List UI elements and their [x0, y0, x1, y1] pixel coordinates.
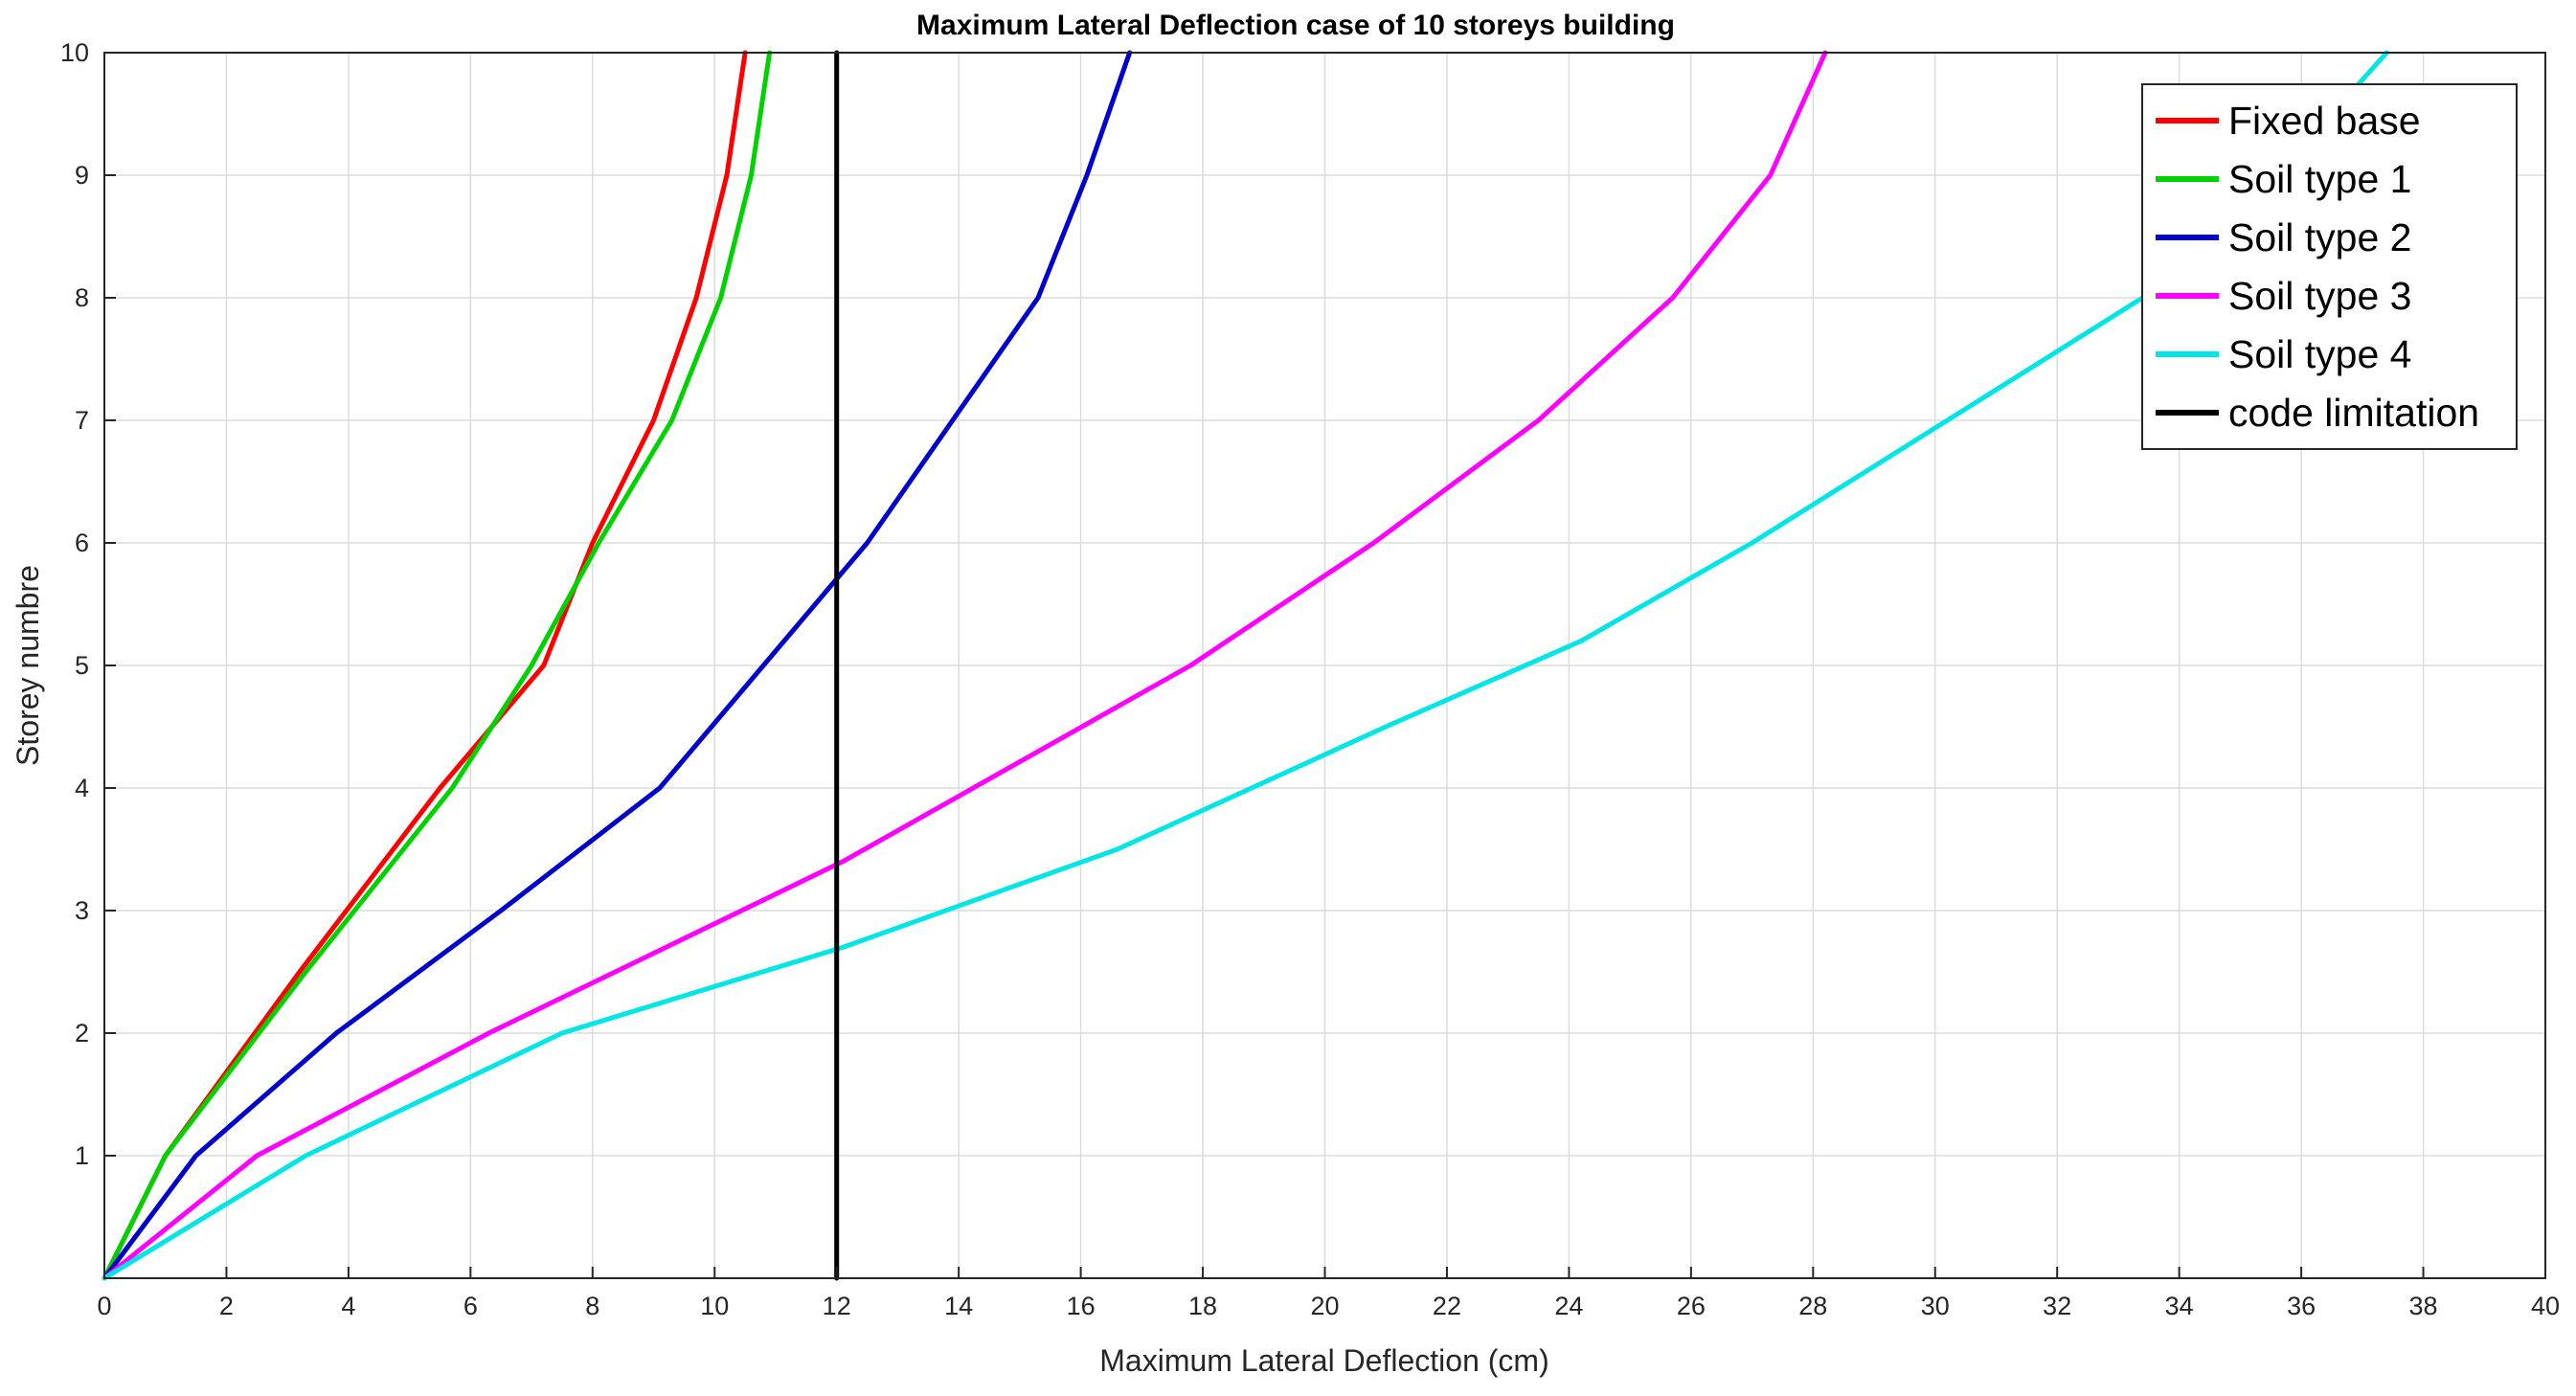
x-tick-label: 8 — [585, 1292, 599, 1320]
x-axis-label: Maximum Lateral Deflection (cm) — [1099, 1343, 1548, 1378]
legend-label-soil-type-4: Soil type 4 — [2228, 332, 2411, 376]
y-tick-label: 3 — [75, 896, 89, 925]
series-line-soil-type-1 — [102, 50, 773, 1281]
legend-label-soil-type-1: Soil type 1 — [2228, 157, 2411, 201]
x-tick-label: 28 — [1798, 1292, 1827, 1320]
x-tick-label: 10 — [700, 1292, 729, 1320]
x-tick-label: 20 — [1310, 1292, 1339, 1320]
x-tick-label: 26 — [1677, 1292, 1706, 1320]
x-tick-label: 32 — [2043, 1292, 2071, 1320]
x-tick-label: 14 — [944, 1292, 973, 1320]
x-tick-label: 4 — [341, 1292, 355, 1320]
series-line-soil-type-2 — [102, 50, 1133, 1281]
x-tick-label: 12 — [823, 1292, 851, 1320]
legend-label-soil-type-3: Soil type 3 — [2228, 274, 2411, 318]
x-tick-label: 40 — [2531, 1292, 2560, 1320]
series-line-soil-type-3 — [102, 50, 1828, 1281]
y-tick-label: 10 — [60, 38, 89, 67]
x-tick-label: 24 — [1554, 1292, 1583, 1320]
legend: Fixed base Soil type 1 Soil type 2 Soil typ… — [2141, 83, 2518, 450]
x-tick-label: 16 — [1067, 1292, 1096, 1320]
series-line-fixed-base — [102, 50, 748, 1281]
x-tick-label: 38 — [2409, 1292, 2438, 1320]
x-tick-label: 0 — [97, 1292, 111, 1320]
y-tick-label: 2 — [75, 1019, 89, 1047]
x-tick-label: 30 — [1921, 1292, 1950, 1320]
chart-title: Maximum Lateral Deflection case of 10 st… — [916, 10, 1675, 41]
y-tick-label: 7 — [75, 406, 89, 435]
axis-ticks: 0 2 4 6 8 10 12 14 16 18 20 22 24 26 28 30 32 34 36 38 40123… — [60, 38, 2560, 1320]
grid — [104, 53, 2545, 1278]
legend-box — [2141, 83, 2518, 450]
x-tick-label: 6 — [463, 1292, 478, 1320]
x-tick-label: 18 — [1188, 1292, 1217, 1320]
x-tick-label: 34 — [2165, 1292, 2194, 1320]
x-tick-label: 22 — [1433, 1292, 1461, 1320]
legend-label-code-limitation: code limitation — [2228, 391, 2479, 435]
y-tick-label: 9 — [75, 161, 89, 190]
y-tick-label: 8 — [75, 283, 89, 312]
y-tick-label: 4 — [75, 774, 89, 802]
y-tick-label: 1 — [75, 1141, 89, 1170]
y-tick-label: 5 — [75, 651, 89, 680]
y-axis-label: Storey numbre — [11, 565, 45, 766]
x-tick-label: 2 — [219, 1292, 234, 1320]
series-lines — [102, 50, 2389, 1281]
legend-label-fixed-base: Fixed base — [2228, 99, 2421, 143]
legend-label-soil-type-2: Soil type 2 — [2228, 215, 2411, 259]
x-tick-label: 36 — [2287, 1292, 2316, 1320]
y-tick-label: 6 — [75, 529, 89, 557]
